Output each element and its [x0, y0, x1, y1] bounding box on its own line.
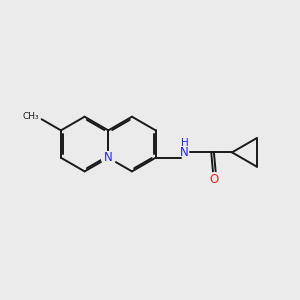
Text: N: N	[180, 146, 189, 159]
Text: CH₃: CH₃	[22, 112, 39, 122]
Text: O: O	[209, 172, 218, 186]
Text: N: N	[104, 151, 113, 164]
Text: H: H	[181, 139, 189, 148]
